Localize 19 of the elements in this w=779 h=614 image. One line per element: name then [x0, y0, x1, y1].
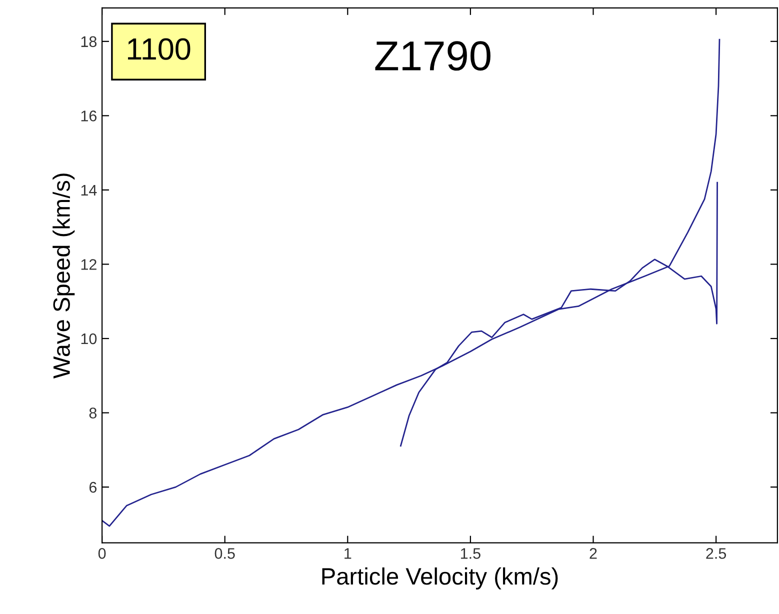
- x-tick-label: 1.5: [460, 548, 480, 559]
- line-series: [400, 182, 718, 447]
- y-tick-label: 12: [81, 259, 96, 270]
- x-tick-label: 2.5: [706, 548, 726, 559]
- y-tick-label: 6: [89, 482, 97, 493]
- y-tick-label: 10: [81, 333, 97, 344]
- x-tick-label: 2: [590, 548, 597, 559]
- x-tick-label: 1: [344, 548, 352, 559]
- annotation: 1100: [128, 38, 190, 60]
- y-axis-title: Wave Speed (km/s): [52, 174, 75, 378]
- x-tick-label: 0: [98, 548, 106, 559]
- y-tick-label: 18: [81, 36, 97, 48]
- y-tick-label: 14: [81, 184, 97, 196]
- line-series: [102, 38, 720, 527]
- y-tick-label: 16: [81, 110, 97, 122]
- x-axis-title: Particle Velocity (km/s): [322, 567, 558, 590]
- annotation: Z1790: [375, 41, 490, 71]
- y-tick-label: 8: [89, 408, 97, 418]
- x-tick-label: 0.5: [214, 548, 235, 559]
